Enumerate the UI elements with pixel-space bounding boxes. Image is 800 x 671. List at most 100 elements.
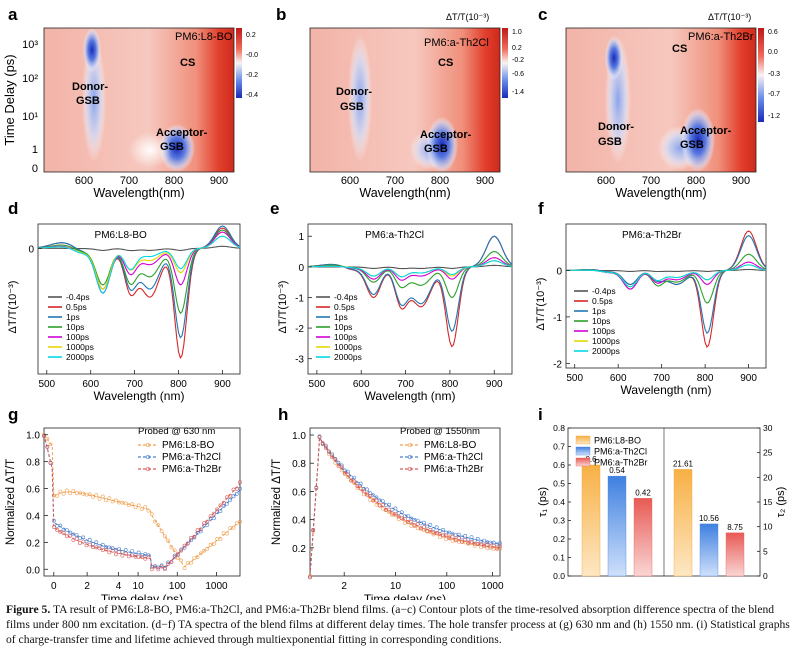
data-point bbox=[45, 436, 50, 441]
x-tick-label: 600 bbox=[353, 379, 370, 390]
legend-label: PM6:a-Th2Cl bbox=[424, 452, 483, 463]
legend-marker bbox=[145, 466, 151, 472]
legend-label: PM6:a-Th2Br bbox=[424, 464, 484, 475]
heatmap-background bbox=[310, 28, 500, 172]
data-point bbox=[460, 540, 464, 544]
data-point bbox=[221, 500, 226, 505]
legend-swatch bbox=[575, 446, 591, 456]
data-point bbox=[94, 493, 99, 498]
x-tick-label: 800 bbox=[442, 379, 459, 390]
data-point bbox=[466, 541, 471, 545]
donor-gsb-core bbox=[83, 28, 101, 72]
data-point bbox=[117, 550, 122, 554]
x-tick-label: 500 bbox=[566, 373, 583, 384]
data-point bbox=[205, 546, 210, 551]
y-tick-label: 0 bbox=[298, 263, 304, 274]
legend-label: 10ps bbox=[592, 316, 610, 326]
panel-letter: f bbox=[538, 199, 544, 218]
y-tick-label: 1 bbox=[298, 232, 304, 243]
y-tick-label: 1 bbox=[32, 144, 38, 156]
legend-marker bbox=[145, 454, 151, 460]
chart-annotation-cs: CS bbox=[672, 43, 687, 55]
legend-label: PM6:L8-BO bbox=[162, 440, 214, 451]
panel-f: PM6:a-Th2Br 500 600 700 800 900 -2 -1 0 Wavelengt… bbox=[535, 223, 767, 397]
data-point bbox=[472, 543, 477, 548]
panel-letter: c bbox=[538, 5, 547, 24]
panel-letter: h bbox=[278, 405, 288, 424]
data-point bbox=[228, 498, 233, 502]
legend-label: 1ps bbox=[66, 312, 80, 322]
x-tick-label: 900 bbox=[486, 379, 503, 390]
x-tick-label: 600 bbox=[610, 373, 627, 384]
colorbar-tick: -0.2 bbox=[246, 72, 258, 79]
chart-annotation-acceptor-gsb: GSB bbox=[680, 139, 704, 151]
x-tick-label: 100 bbox=[438, 581, 455, 592]
fit-line bbox=[309, 436, 501, 577]
y-tick-label: 0.5 bbox=[553, 479, 565, 489]
data-point bbox=[368, 491, 373, 496]
colorbar-tick: 0.6 bbox=[768, 29, 778, 36]
data-point bbox=[211, 511, 216, 516]
y-tick-label: 0.4 bbox=[26, 511, 40, 522]
data-point bbox=[130, 549, 135, 554]
legend-label: 2000ps bbox=[66, 352, 94, 362]
legend-marker bbox=[145, 442, 151, 448]
y-tick-label: 0.6 bbox=[26, 485, 40, 496]
y-tick-label: 10³ bbox=[22, 39, 38, 51]
legend-label: 0.5ps bbox=[592, 296, 613, 306]
x-tick-label: 800 bbox=[431, 175, 449, 187]
colorbar-tick: 0.2 bbox=[512, 45, 522, 52]
y-axis-label: τ₁ (ps) bbox=[537, 487, 549, 517]
legend-label: 100ps bbox=[334, 332, 357, 342]
data-point bbox=[130, 502, 135, 507]
y-tick-label: 30 bbox=[763, 423, 773, 433]
chart-title: PM6:L8-BO bbox=[95, 230, 147, 241]
figure-canvas: a CS Donor- GSB Acceptor- GSB PM6:L8-BO … bbox=[2, 5, 787, 600]
legend-label: 1000ps bbox=[334, 342, 362, 352]
colorbar-tick: -0.6 bbox=[512, 71, 524, 78]
y-axis-label: Time Delay (ps) bbox=[2, 54, 17, 145]
data-point bbox=[146, 555, 151, 560]
colorbar-tick: -0.2 bbox=[512, 57, 524, 64]
y-tick-label: -2 bbox=[553, 359, 562, 370]
y-tick-label: 1.0 bbox=[292, 431, 306, 442]
legend-label: -0.4ps bbox=[66, 292, 90, 302]
data-point bbox=[494, 546, 499, 551]
chart-title: PM6:a-Th2Cl bbox=[424, 37, 489, 49]
fit-line bbox=[43, 434, 241, 568]
y-tick-label: 0.7 bbox=[553, 442, 565, 452]
plot-frame bbox=[43, 427, 241, 577]
y-tick-label: 0.6 bbox=[292, 487, 306, 498]
legend-label: PM6:L8-BO bbox=[594, 436, 641, 446]
data-point bbox=[166, 538, 171, 543]
x-tick-label: 600 bbox=[341, 175, 359, 187]
data-point bbox=[393, 506, 398, 511]
legend-label: 1000ps bbox=[66, 342, 94, 352]
y-tick-label: 25 bbox=[763, 448, 773, 458]
data-point bbox=[434, 525, 439, 530]
y-tick-label: 10² bbox=[22, 73, 38, 85]
legend-marker bbox=[407, 442, 413, 448]
data-point bbox=[61, 531, 66, 535]
legend-label: -0.4ps bbox=[592, 286, 616, 296]
y-tick-label: 0 bbox=[763, 571, 768, 581]
panel-letter: i bbox=[538, 405, 543, 424]
data-point bbox=[140, 553, 144, 558]
panel-e: PM6:a-Th2Cl 500 600 700 800 900 -3 -2 -1 0 1 Wavele… bbox=[277, 223, 513, 403]
x-tick-label: 900 bbox=[740, 373, 757, 384]
panel-c: c ΔT/T(10⁻³) CS Donor- GSB Acceptor- GSB… bbox=[538, 5, 780, 200]
x-tick-label: 500 bbox=[309, 379, 326, 390]
legend-label: 100ps bbox=[66, 332, 89, 342]
data-point bbox=[202, 548, 207, 553]
data-point bbox=[396, 514, 401, 519]
data-point bbox=[488, 545, 493, 550]
colorbar-tick: 1.0 bbox=[512, 29, 522, 36]
x-tick-label: 800 bbox=[165, 175, 183, 187]
panel-letter: d bbox=[8, 199, 18, 218]
series-line bbox=[566, 264, 767, 288]
colorbar bbox=[236, 28, 242, 98]
colorbar-tick: -0.3 bbox=[768, 71, 780, 78]
chart-annotation: Probed @ 630 nm bbox=[138, 426, 215, 437]
y-axis-label: ΔT/T(10⁻³) bbox=[535, 278, 547, 331]
panel-h: 0.2 0.4 0.6 0.8 1.0 2 10 100 1000 Time delay (ps)… bbox=[271, 426, 504, 600]
